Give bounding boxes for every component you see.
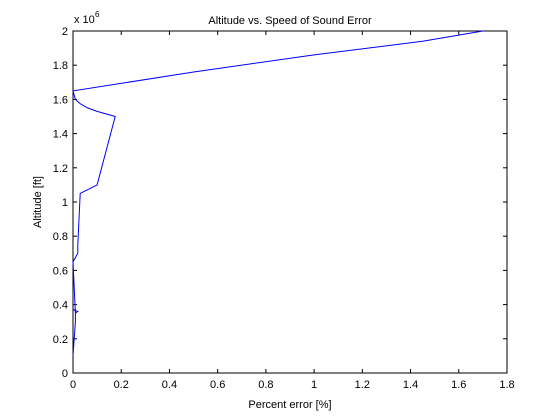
y-tick-label: 0.6 bbox=[53, 265, 68, 277]
x-tick-label: 1 bbox=[311, 379, 317, 391]
x-tick-label: 0.6 bbox=[210, 379, 225, 391]
y-multiplier-base: x 10 bbox=[74, 14, 95, 26]
x-tick-label: 1.6 bbox=[451, 379, 466, 391]
y-tick-label: 1.6 bbox=[53, 94, 68, 106]
x-axis-label: Percent error [%] bbox=[248, 399, 331, 411]
x-tick-label: 0.4 bbox=[162, 379, 177, 391]
x-tick-label: 1.8 bbox=[499, 379, 514, 391]
y-tick-label: 0.8 bbox=[53, 231, 68, 243]
plot-area bbox=[73, 31, 507, 373]
x-tick-label: 1.4 bbox=[403, 379, 418, 391]
x-tick-label: 0.8 bbox=[258, 379, 273, 391]
y-tick-label: 0.4 bbox=[53, 300, 68, 312]
y-tick-label: 1.2 bbox=[53, 163, 68, 175]
x-tick-label: 0.2 bbox=[114, 379, 129, 391]
x-tick-label: 0 bbox=[70, 379, 76, 391]
y-tick-label: 0.2 bbox=[53, 334, 68, 346]
y-axis-label: Altitude [ft] bbox=[32, 176, 44, 228]
y-tick-label: 0 bbox=[62, 368, 68, 380]
y-multiplier-exponent: 6 bbox=[95, 10, 100, 19]
y-tick-label: 2 bbox=[62, 26, 68, 38]
y-tick-label: 1 bbox=[62, 197, 68, 209]
y-tick-label: 1.4 bbox=[53, 129, 68, 141]
chart-title: Altitude vs. Speed of Sound Error bbox=[208, 15, 372, 27]
x-tick-label: 1.2 bbox=[355, 379, 370, 391]
y-tick-label: 1.8 bbox=[53, 60, 68, 72]
